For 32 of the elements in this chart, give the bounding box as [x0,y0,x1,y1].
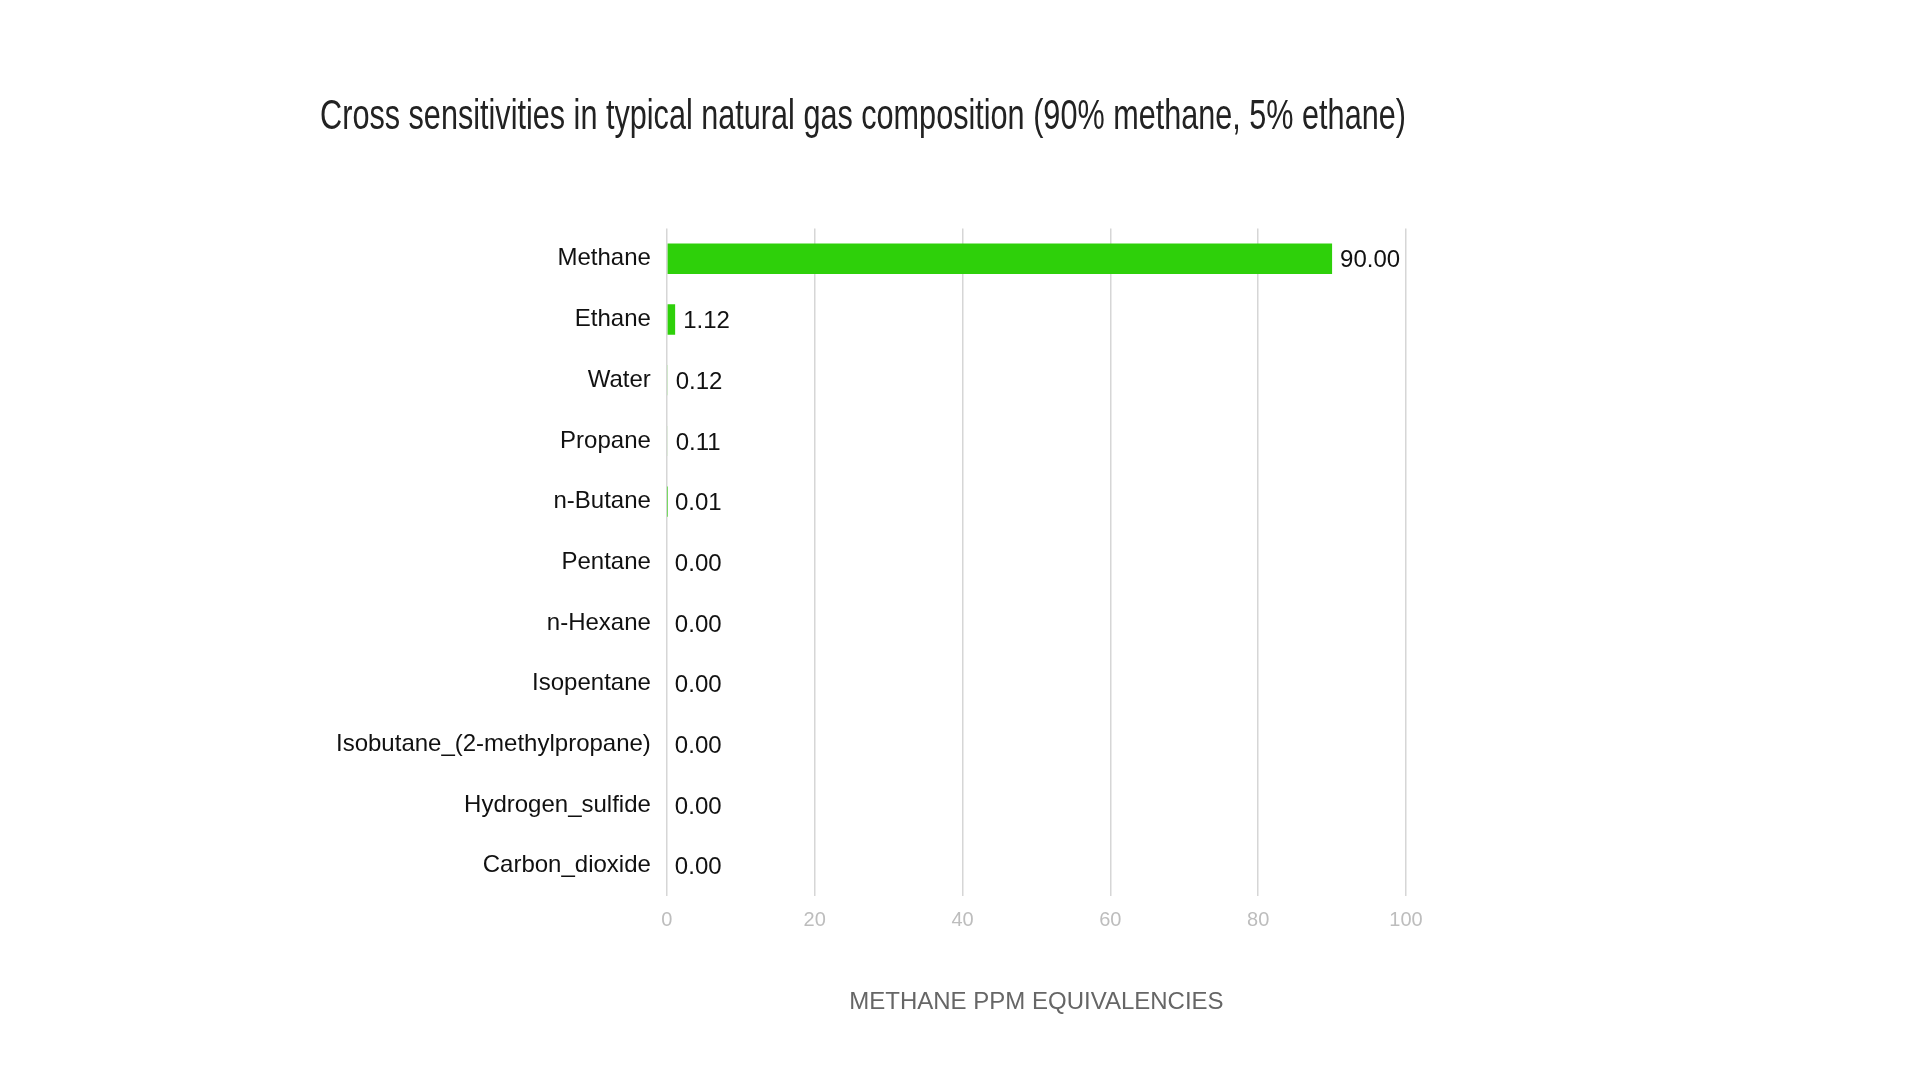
x-tick-label: 40 [951,907,974,930]
x-tick-label: 60 [1099,907,1122,930]
y-tick-label: Isopentane [532,668,651,696]
y-tick-label: Pentane [561,546,651,574]
y-tick-label: n-Butane [553,486,651,514]
x-tick-label: 80 [1247,907,1270,930]
data-label: 0.00 [674,791,722,819]
data-label: 0.00 [674,548,722,576]
bar [667,243,1333,274]
x-tick-label: 20 [803,907,826,930]
y-tick-label: Ethane [574,304,651,332]
data-label: 90.00 [1340,245,1401,273]
y-tick-label: Carbon_dioxide [482,850,651,878]
x-tick-label: 0 [661,907,673,930]
chart-title: Cross sensitivities in typical natural gas composition (90% methane, 5% ethane) [320,91,1406,138]
data-label: 0.00 [674,731,722,759]
x-axis-title: METHANE PPM EQUIVALENCIES [849,987,1224,1015]
data-label: 0.11 [675,427,721,455]
y-tick-label: Methane [557,243,651,271]
data-label: 0.12 [675,366,723,394]
y-tick-label: Hydrogen_sulfide [464,789,651,817]
data-label: 0.00 [674,670,722,698]
y-tick-label: n-Hexane [546,607,651,635]
data-label: 1.12 [683,306,730,334]
data-label: 0.00 [674,852,722,880]
data-label: 0.00 [674,609,722,637]
y-tick-label: Propane [560,425,651,453]
bar [667,304,676,335]
y-tick-label: Water [587,364,651,392]
y-tick-label: Isobutane_(2-methylpropane) [336,729,651,757]
x-tick-label: 100 [1389,907,1423,930]
data-label: 0.01 [674,488,722,516]
